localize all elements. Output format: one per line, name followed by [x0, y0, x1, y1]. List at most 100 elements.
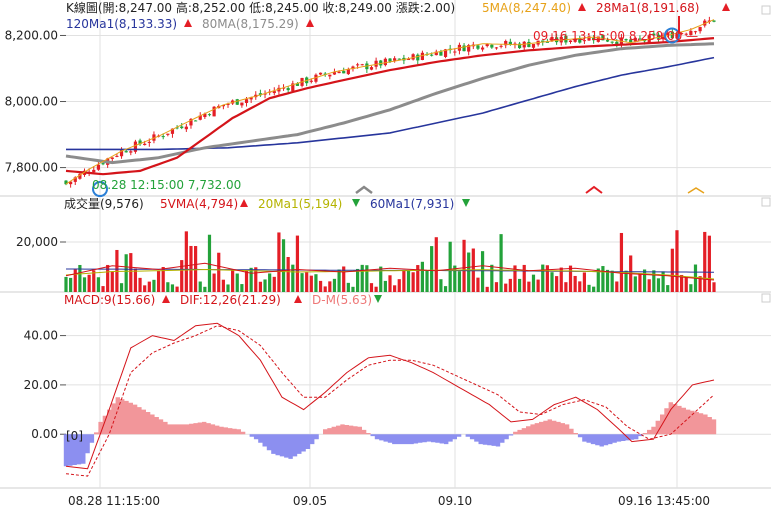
- candle: [235, 99, 239, 105]
- volume-bar: [323, 286, 327, 292]
- candle: [416, 54, 420, 61]
- volume-bar: [430, 246, 434, 292]
- candle: [689, 30, 693, 36]
- candle: [656, 34, 661, 39]
- volume-bar: [263, 279, 267, 292]
- scrollbar-thumb[interactable]: [761, 293, 771, 303]
- volume-bar: [96, 277, 100, 292]
- histogram-positive: [94, 397, 717, 435]
- volume-bar: [133, 268, 138, 292]
- candle: [443, 49, 448, 57]
- volume-bar: [73, 269, 77, 292]
- candle: [119, 150, 124, 157]
- candle: [318, 72, 323, 75]
- candle: [494, 47, 499, 49]
- volume-bar: [592, 286, 596, 292]
- candle: [518, 43, 522, 49]
- volume-bar: [670, 248, 674, 292]
- candle: [670, 31, 674, 39]
- x-tick-label: 09.16 13:45:00: [618, 494, 710, 508]
- volume-bar: [684, 277, 688, 292]
- candle: [397, 58, 401, 60]
- up-arrow-icon: [184, 19, 192, 27]
- volume-bar: [443, 286, 448, 292]
- candle: [467, 45, 471, 52]
- volume-bar: [295, 235, 300, 292]
- candle: [203, 113, 207, 117]
- volume-bar: [281, 239, 286, 292]
- volume-bar: [587, 284, 591, 292]
- candle: [638, 38, 642, 40]
- dif-line: [65, 322, 715, 470]
- volume-bar: [388, 275, 392, 292]
- volume-bar: [476, 277, 480, 292]
- vma20-legend: 20Ma1(5,194): [258, 197, 342, 211]
- candle: [184, 126, 188, 130]
- volume-bar: [356, 268, 360, 292]
- kline-header: K線圖(開:8,247.00 高:8,252.00 低:8,245.00 收:8…: [66, 0, 455, 15]
- candle: [291, 83, 295, 92]
- volume-bar: [379, 266, 383, 292]
- macd-tick-label: 20.00: [24, 378, 58, 392]
- candle: [73, 177, 77, 182]
- volume-bar: [397, 279, 401, 292]
- candle: [592, 37, 596, 41]
- volume-bar: [712, 282, 716, 292]
- volume-bar: [596, 268, 600, 292]
- volume-bar: [235, 273, 239, 292]
- candle: [189, 118, 193, 126]
- macd-tick-label: 40.00: [24, 329, 58, 343]
- volume-bar: [619, 232, 624, 292]
- price-tick-label: 8,200.00: [5, 28, 58, 42]
- candle: [684, 33, 688, 35]
- candle: [629, 39, 633, 43]
- volume-bar: [212, 273, 216, 292]
- candle: [360, 64, 364, 66]
- volume-bar: [666, 285, 670, 292]
- candle: [207, 114, 212, 116]
- candle: [110, 157, 114, 159]
- volume-bar: [309, 275, 313, 292]
- candle: [170, 128, 175, 134]
- volume-bar: [605, 269, 610, 292]
- volume-bar: [170, 284, 175, 292]
- down-arrow-icon: [374, 295, 382, 303]
- volume-bar: [184, 231, 188, 292]
- candle: [147, 141, 151, 143]
- volume-bar: [707, 235, 711, 292]
- volume-bar: [318, 280, 323, 292]
- volume-bar: [328, 281, 332, 292]
- volume-bar: [383, 280, 387, 292]
- candle: [309, 80, 313, 82]
- candle: [337, 71, 341, 74]
- volume-bar: [254, 267, 258, 292]
- volume-bar: [305, 272, 309, 292]
- volume-bar: [416, 265, 420, 292]
- candle: [166, 133, 170, 135]
- volume-bar: [689, 284, 693, 292]
- candle: [374, 60, 378, 67]
- volume-bar: [457, 271, 462, 292]
- candle: [226, 104, 230, 106]
- candle: [194, 120, 198, 122]
- candle: [545, 41, 549, 43]
- scrollbar-thumb[interactable]: [761, 5, 771, 15]
- candle: [212, 106, 216, 117]
- price-tick-label: 8,000.00: [5, 95, 58, 109]
- volume-bar: [161, 266, 165, 292]
- scrollbar-thumb[interactable]: [761, 197, 771, 207]
- volume-bar: [203, 286, 207, 292]
- candle: [666, 32, 670, 36]
- volume-bar: [217, 252, 221, 292]
- candle: [462, 45, 466, 52]
- candle: [680, 33, 684, 35]
- volume-bar: [337, 269, 341, 292]
- volume-bar: [573, 275, 577, 292]
- candle: [129, 151, 133, 153]
- volume-bar: [92, 270, 96, 292]
- candle: [175, 127, 179, 129]
- candle: [138, 140, 142, 145]
- volume-bar: [156, 270, 161, 292]
- candle: [69, 181, 73, 185]
- volume-bar: [578, 281, 582, 292]
